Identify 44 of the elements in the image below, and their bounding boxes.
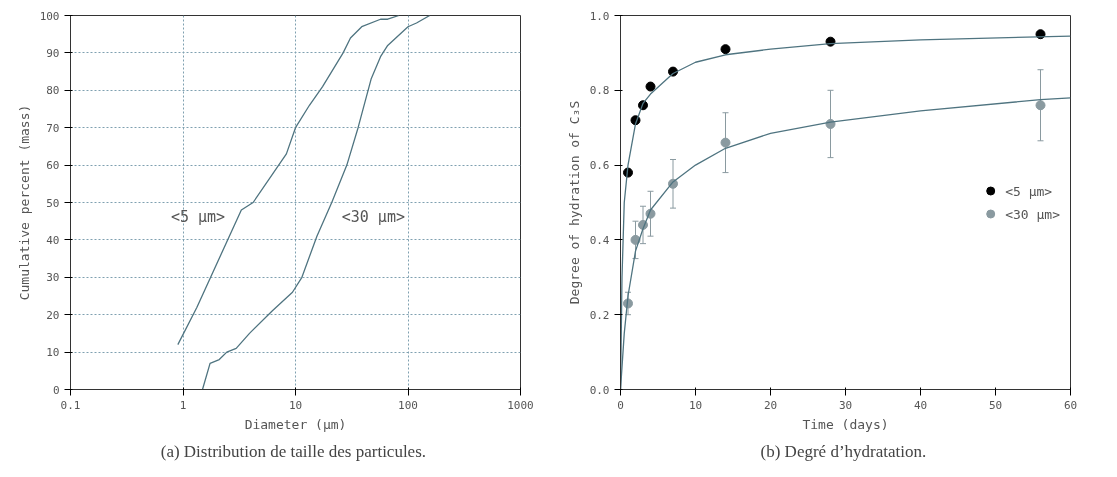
x-tick-label: 50 bbox=[988, 398, 1003, 412]
y-axis-title: Degree of hydration of C₃S bbox=[566, 100, 582, 305]
x-tick-label: 10 bbox=[288, 398, 303, 412]
y-tick-label: 90 bbox=[46, 46, 60, 60]
x-axis-title: Time (days) bbox=[802, 416, 889, 432]
y-tick-label: 30 bbox=[46, 271, 60, 285]
x-tick-label: 1000 bbox=[507, 398, 534, 412]
x-tick-label: 0.1 bbox=[60, 398, 81, 412]
x-tick-label: 20 bbox=[763, 398, 778, 412]
y-tick-label: 10 bbox=[46, 346, 60, 360]
text: (b) Degré d’hydratation. bbox=[760, 441, 927, 461]
x-tick-label: 100 bbox=[398, 398, 418, 412]
point bbox=[720, 137, 731, 148]
point bbox=[720, 44, 731, 55]
y-tick-label: 60 bbox=[46, 159, 60, 173]
x-tick-label: 40 bbox=[913, 398, 928, 412]
x-tick-label: 60 bbox=[1063, 398, 1078, 412]
y-tick-label: 80 bbox=[46, 84, 60, 98]
y-tick-label: 1.0 bbox=[589, 9, 610, 23]
y-tick-label: 0.8 bbox=[589, 84, 610, 98]
y-tick-label: 20 bbox=[46, 308, 60, 322]
y-tick-label: 0.2 bbox=[589, 308, 610, 322]
y-tick-label: 40 bbox=[46, 233, 60, 247]
y-tick-label: 100 bbox=[39, 9, 60, 23]
y-tick-label: 0.4 bbox=[589, 233, 610, 247]
point bbox=[630, 234, 641, 245]
series-label: <5 µm> bbox=[170, 207, 226, 226]
series-label: <30 µm> bbox=[341, 207, 405, 226]
x-tick-label: 30 bbox=[838, 398, 853, 412]
y-tick-label: 50 bbox=[46, 196, 60, 210]
y-tick-label: 0 bbox=[52, 383, 60, 397]
legend-label: <30 µm> bbox=[1005, 206, 1060, 221]
y-tick-label: 0.0 bbox=[589, 383, 610, 397]
legend-label: <5 µm> bbox=[1005, 183, 1053, 198]
x-axis-title: Diameter (µm) bbox=[244, 416, 347, 432]
point bbox=[645, 81, 656, 92]
x-tick-label: 1 bbox=[179, 398, 187, 412]
x-tick-label: 0 bbox=[617, 398, 624, 412]
x-tick-label: 10 bbox=[688, 398, 703, 412]
text: (a) Distribution de taille des particules. bbox=[160, 441, 427, 461]
point bbox=[1035, 100, 1046, 111]
y-axis-title: Cumulative percent (mass) bbox=[16, 104, 32, 301]
y-tick-label: 70 bbox=[46, 121, 60, 135]
y-tick-label: 0.6 bbox=[589, 159, 610, 173]
